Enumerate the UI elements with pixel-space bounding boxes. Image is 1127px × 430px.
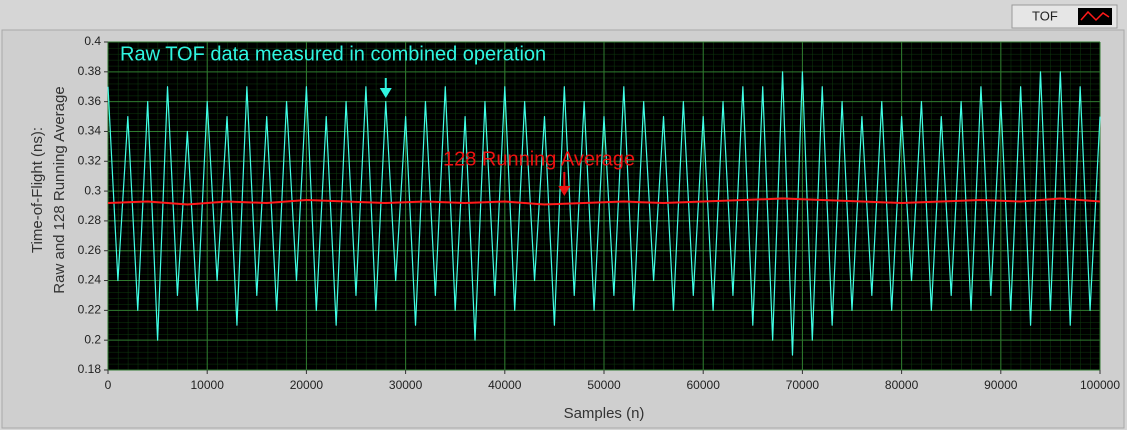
x-tick-label: 40000 — [488, 378, 522, 392]
annotation: Raw TOF data measured in combined operat… — [120, 43, 546, 65]
y-tick-label: 0.36 — [78, 94, 102, 108]
y-tick-label: 0.24 — [78, 273, 102, 287]
y-tick-label: 0.4 — [84, 34, 101, 48]
annotation: 128 Running Average — [443, 148, 635, 170]
y-axis-title: Time-of-Flight (ns): — [29, 127, 46, 253]
plot — [107, 71, 1101, 356]
annotation-arrowhead — [379, 88, 392, 98]
y-tick-label: 0.2 — [84, 332, 101, 346]
x-tick-label: 10000 — [191, 378, 225, 392]
y-tick-label: 0.38 — [78, 64, 102, 78]
x-tick-label: 80000 — [885, 378, 919, 392]
grid — [107, 41, 1101, 371]
x-axis-title: Samples (n) — [564, 405, 645, 422]
axes: 0.18 0.2 0.22 0.24 0.26 0.28 0.3 0.32 0.34 0.36 0.… — [78, 34, 1121, 392]
y-tick-label: 0.28 — [78, 213, 102, 227]
legend-swatch — [1080, 10, 1110, 22]
legend-label: TOF — [1032, 8, 1058, 23]
x-tick-label: 90000 — [984, 378, 1018, 392]
legend[interactable]: TOF — [1011, 4, 1118, 29]
y-tick-label: 0.32 — [78, 153, 102, 167]
x-tick-label: 60000 — [687, 378, 721, 392]
x-tick-label: 70000 — [786, 378, 820, 392]
y-tick-label: 0.18 — [78, 362, 102, 376]
annotation-arrowhead — [558, 186, 571, 196]
y-axis-title: Raw and 128 Running Average — [51, 86, 68, 293]
x-tick-label: 50000 — [587, 378, 621, 392]
data-line — [107, 197, 1101, 206]
x-tick-label: 20000 — [290, 378, 324, 392]
y-tick-label: 0.3 — [84, 183, 101, 197]
legend-swatch-bg — [1078, 8, 1112, 25]
data-line — [107, 71, 1101, 356]
x-tick-label: 0 — [105, 378, 112, 392]
x-tick-label: 100000 — [1080, 378, 1120, 392]
x-tick-label: 30000 — [389, 378, 423, 392]
y-tick-label: 0.34 — [78, 124, 102, 138]
y-tick-label: 0.22 — [78, 303, 102, 317]
y-tick-label: 0.26 — [78, 243, 102, 257]
